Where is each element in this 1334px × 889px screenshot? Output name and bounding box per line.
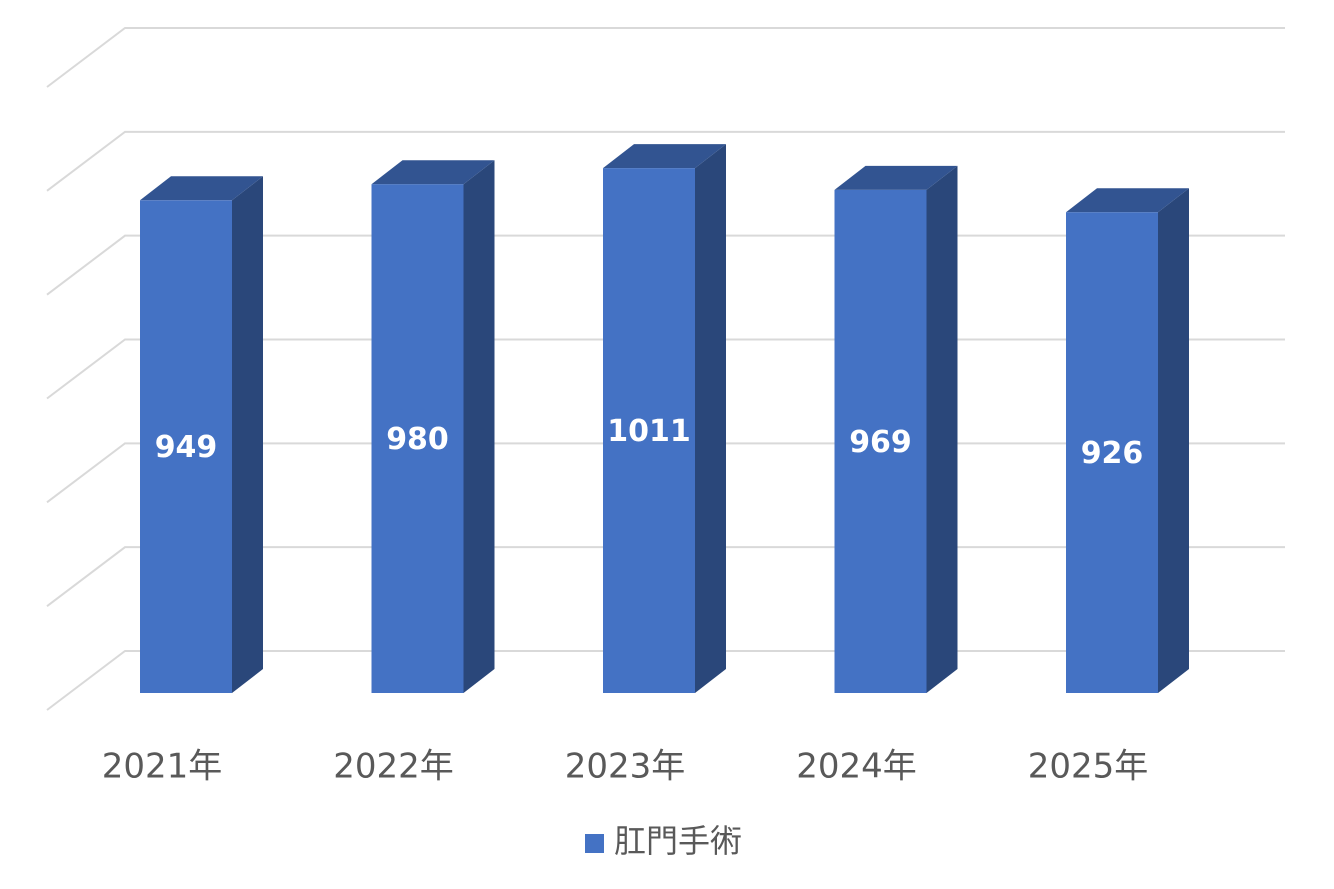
data-label: 926 bbox=[1081, 436, 1144, 471]
bar-side bbox=[926, 165, 958, 694]
data-label: 1011 bbox=[607, 414, 691, 449]
legend-label: 肛門手術 bbox=[614, 822, 742, 860]
bar-top bbox=[603, 144, 726, 169]
bar-side bbox=[695, 144, 726, 693]
bar-side bbox=[1158, 188, 1189, 694]
bar bbox=[140, 176, 263, 693]
bar-top bbox=[834, 165, 958, 190]
legend-swatch bbox=[585, 834, 604, 853]
x-tick-label: 2021年 bbox=[102, 747, 223, 787]
grid-line bbox=[46, 130, 1285, 192]
x-tick-label: 2022年 bbox=[333, 747, 454, 787]
bar-side bbox=[463, 160, 495, 693]
x-tick-label: 2025年 bbox=[1028, 747, 1149, 787]
bar-front bbox=[140, 200, 232, 693]
bar-top bbox=[1066, 188, 1189, 213]
bar-front bbox=[371, 184, 464, 693]
grid-line bbox=[46, 27, 1285, 88]
bar bbox=[834, 165, 958, 694]
x-tick-label: 2023年 bbox=[565, 747, 686, 787]
x-tick-label: 2024年 bbox=[796, 747, 917, 787]
bar bbox=[603, 144, 726, 693]
bar-front bbox=[1066, 212, 1158, 694]
bar bbox=[371, 160, 495, 693]
bar-top bbox=[371, 160, 495, 185]
data-label: 980 bbox=[386, 422, 449, 457]
bar-front bbox=[603, 168, 695, 693]
data-label: 949 bbox=[155, 430, 218, 465]
bar bbox=[1066, 188, 1189, 694]
bar-front bbox=[834, 189, 927, 694]
bar-side bbox=[232, 176, 263, 693]
bar-top bbox=[140, 176, 263, 201]
data-label: 969 bbox=[849, 425, 912, 460]
